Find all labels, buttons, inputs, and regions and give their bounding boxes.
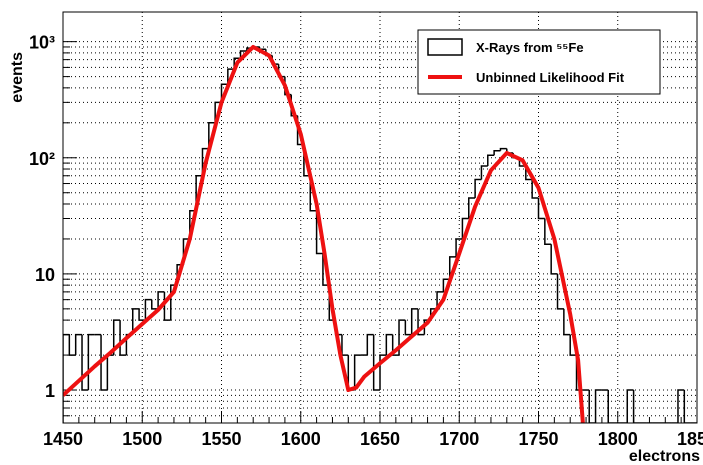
x-tick-label: 1800 bbox=[598, 429, 638, 449]
histogram-bin bbox=[366, 333, 374, 356]
fit-line bbox=[63, 44, 585, 423]
histogram-bin bbox=[499, 147, 507, 151]
legend-swatch bbox=[427, 38, 463, 56]
histogram-bin bbox=[544, 218, 552, 246]
histogram-bin bbox=[474, 178, 482, 199]
histogram-bin bbox=[487, 154, 495, 166]
histogram-bin bbox=[353, 354, 361, 391]
histogram-bin bbox=[379, 354, 387, 391]
histogram-bin bbox=[341, 334, 349, 356]
histogram-bin bbox=[594, 389, 602, 423]
histogram-bin bbox=[81, 334, 89, 391]
histogram-bin bbox=[63, 333, 70, 423]
histogram-bin bbox=[100, 334, 108, 391]
histogram-bin bbox=[138, 308, 146, 321]
legend-label: X-Rays from ⁵⁵Fe bbox=[476, 40, 584, 55]
histogram-bin bbox=[448, 256, 457, 280]
histogram-bin bbox=[398, 319, 406, 356]
histogram-bin bbox=[106, 354, 114, 391]
histogram-bin bbox=[588, 390, 596, 423]
histogram-bin bbox=[87, 333, 95, 391]
histogram-bin bbox=[480, 165, 488, 180]
histogram-bin bbox=[455, 238, 463, 257]
plot-area bbox=[63, 44, 697, 423]
y-axis-label: events bbox=[9, 52, 26, 103]
histogram-bin bbox=[442, 278, 450, 292]
histogram-bin bbox=[131, 308, 140, 335]
x-tick-label: 1650 bbox=[360, 429, 400, 449]
histogram-bin bbox=[372, 334, 380, 391]
histogram-bin bbox=[309, 175, 317, 212]
y-tick-label: 10² bbox=[29, 149, 55, 169]
x-tick-label: 1550 bbox=[201, 429, 241, 449]
histogram-bin bbox=[201, 147, 209, 176]
histogram-bin bbox=[556, 273, 564, 310]
histogram-bin bbox=[550, 244, 558, 275]
histogram-bin bbox=[112, 319, 121, 356]
histogram-bin bbox=[683, 390, 691, 423]
histogram-bin bbox=[417, 308, 425, 336]
histogram-bin bbox=[68, 334, 76, 356]
x-tick-label: 1450 bbox=[43, 429, 83, 449]
x-tick-label: 1750 bbox=[518, 429, 558, 449]
histogram-bin bbox=[157, 291, 165, 309]
histogram-bin bbox=[468, 197, 476, 219]
x-axis-label: electrons bbox=[629, 448, 700, 465]
histogram-bin bbox=[626, 389, 634, 423]
plot-frame bbox=[62, 11, 698, 424]
histogram-bin bbox=[385, 333, 393, 356]
histogram-bin bbox=[531, 179, 539, 199]
x-tick-label: 1700 bbox=[439, 429, 479, 449]
y-tick-label: 10 bbox=[35, 265, 55, 285]
x-tick-label: 1600 bbox=[281, 429, 321, 449]
histogram-bin bbox=[461, 217, 469, 239]
histogram-bin bbox=[537, 198, 545, 220]
histogram-bin bbox=[632, 390, 640, 423]
histogram-bin bbox=[436, 291, 444, 309]
histogram-bin bbox=[119, 320, 127, 356]
histogram-bin bbox=[525, 165, 533, 181]
legend-label: Unbinned Likelihood Fit bbox=[476, 70, 625, 85]
histogram-bin bbox=[227, 68, 235, 85]
x-tick-label: 1500 bbox=[122, 429, 162, 449]
histogram-bin bbox=[569, 334, 577, 356]
histogram-bin bbox=[315, 210, 323, 255]
histogram-bin bbox=[404, 320, 412, 336]
histogram-bin bbox=[677, 389, 685, 423]
histogram-bin bbox=[220, 83, 228, 103]
histogram-bin bbox=[607, 390, 615, 423]
histogram-bin bbox=[74, 333, 83, 356]
histogram-bin bbox=[410, 308, 419, 335]
histogram-bin bbox=[208, 122, 216, 149]
histogram-bin bbox=[239, 50, 247, 59]
x-tick-label: 1850 bbox=[677, 429, 703, 449]
legend-box bbox=[417, 29, 661, 95]
y-tick-label: 10³ bbox=[29, 33, 55, 53]
histogram-bin bbox=[563, 308, 571, 336]
histogram-bin bbox=[493, 149, 501, 156]
histogram-bin bbox=[144, 298, 152, 321]
histogram-bin bbox=[151, 299, 159, 310]
histogram-bin bbox=[347, 355, 355, 391]
histogram-bin bbox=[214, 101, 222, 123]
y-tick-label: 1 bbox=[45, 381, 55, 401]
